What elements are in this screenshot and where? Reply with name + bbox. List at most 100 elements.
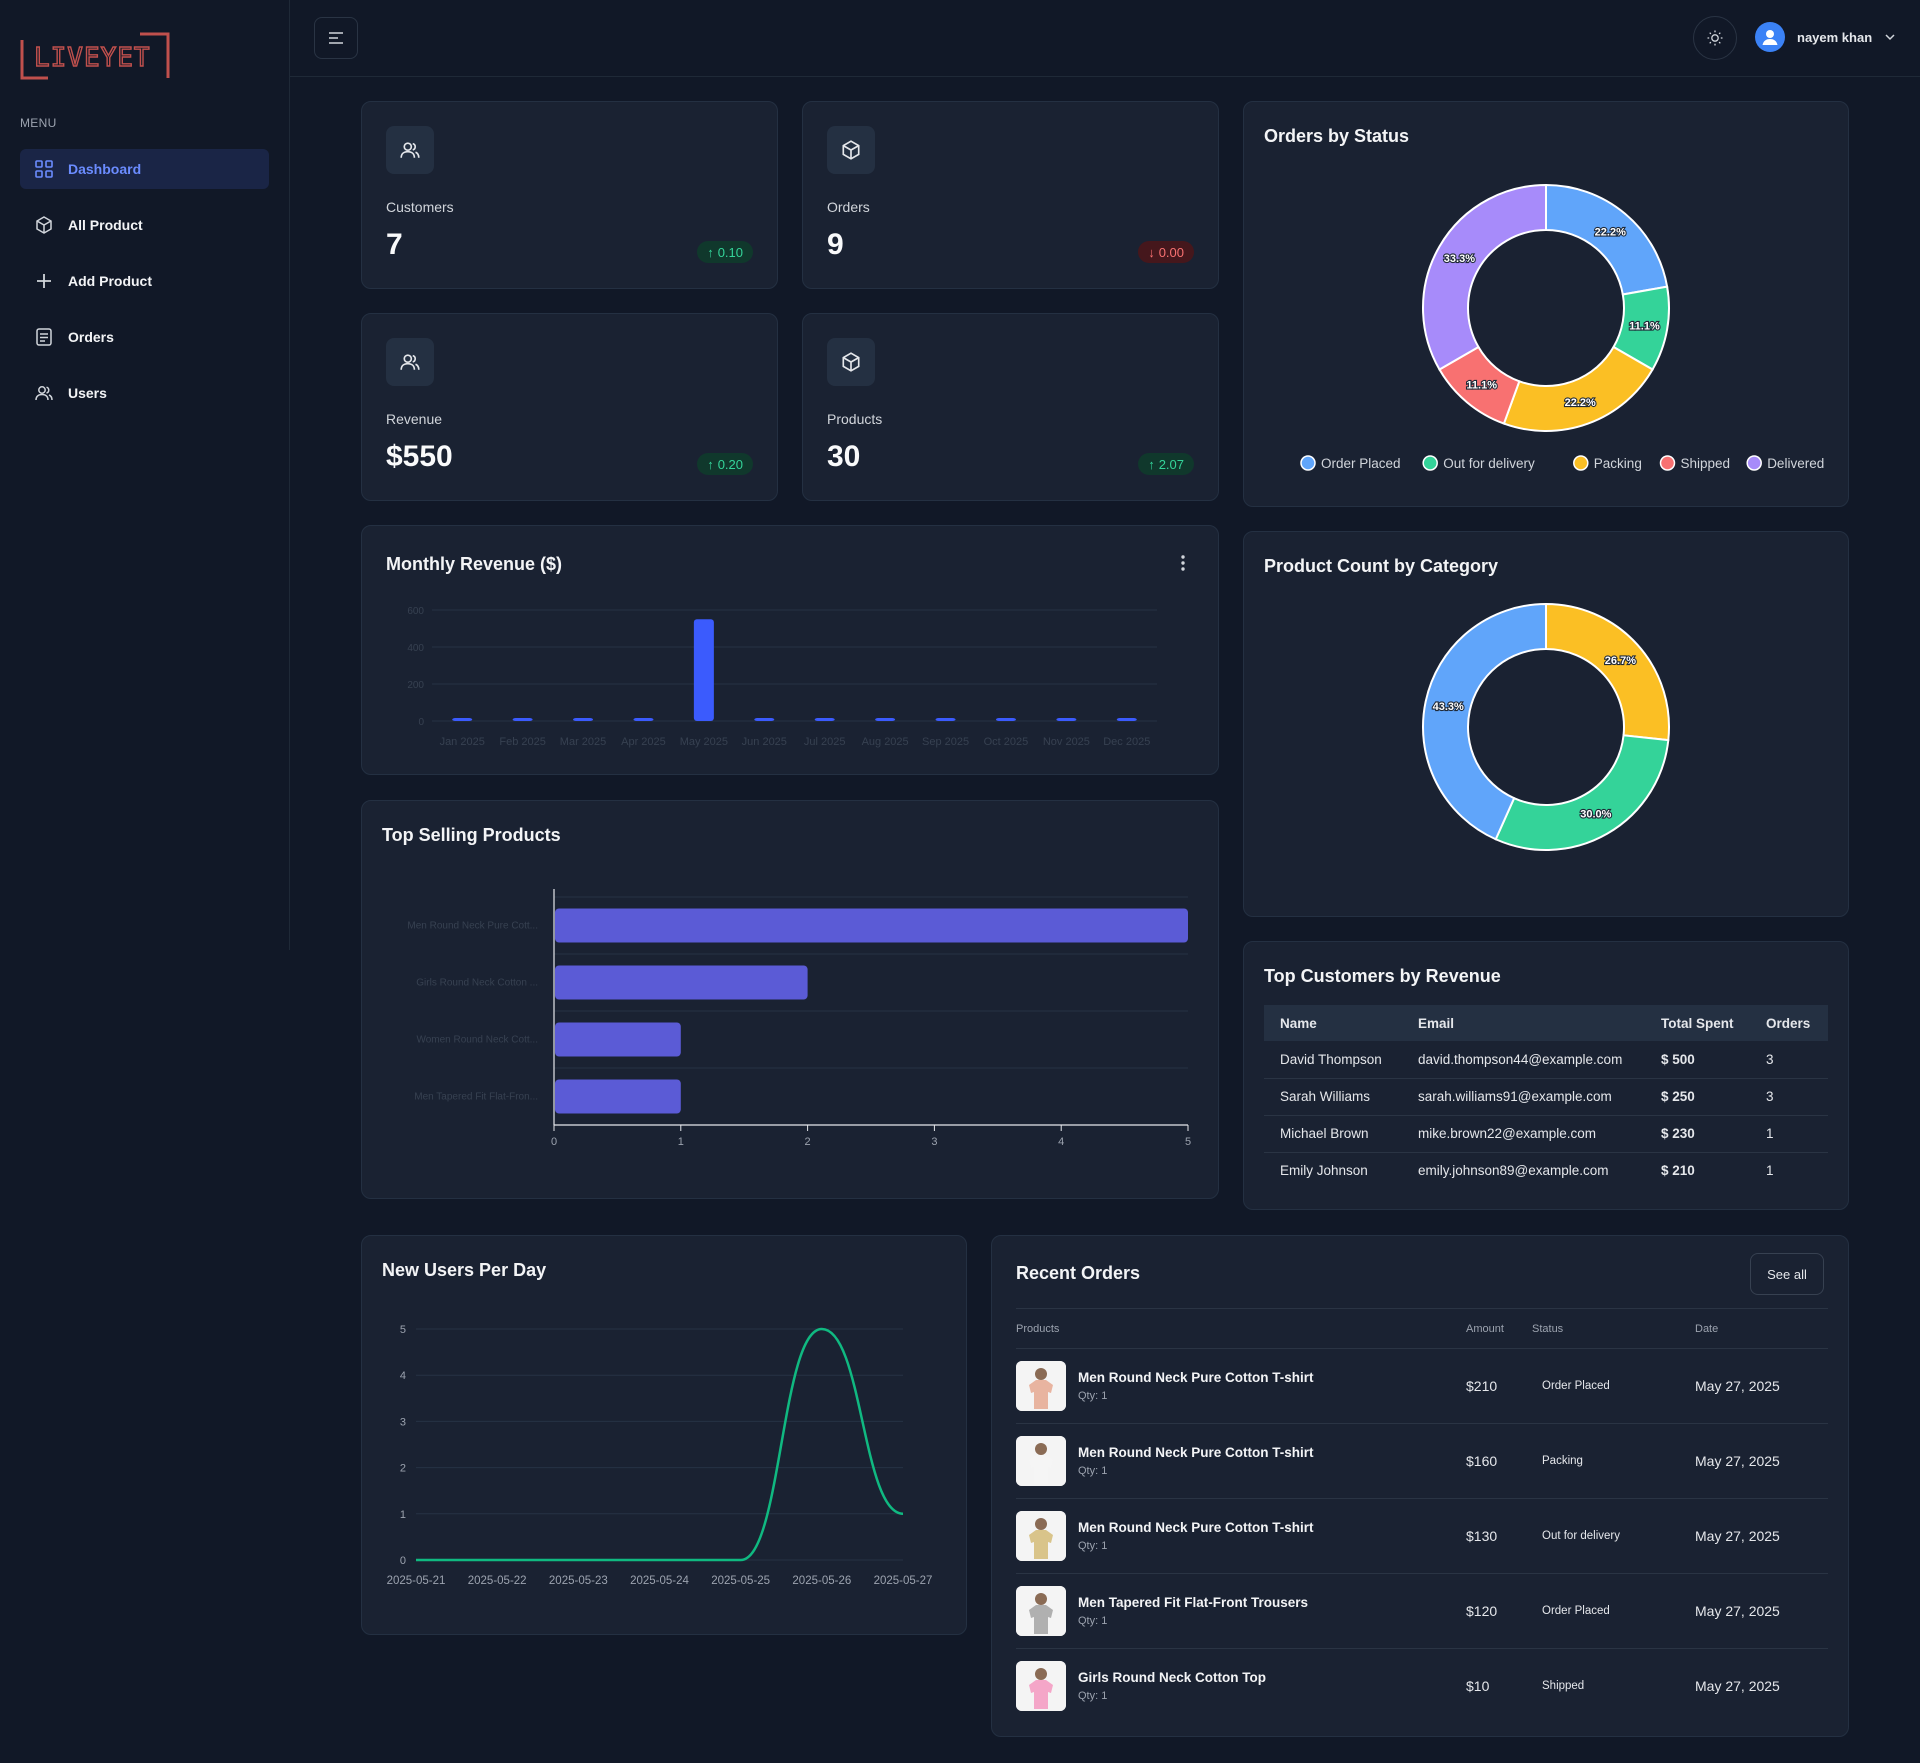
y-tick-label: 3	[400, 1416, 406, 1428]
table-row[interactable]: Men Round Neck Pure Cotton T-shirt Qty: 1…	[1016, 1348, 1828, 1424]
table-row[interactable]: David Thompson david.thompson44@example.…	[1264, 1041, 1828, 1079]
sidebar-toggle-button[interactable]	[314, 17, 358, 59]
pie-slice	[1612, 285, 1670, 371]
table-row[interactable]: Michael Brown mike.brown22@example.com $…	[1264, 1115, 1828, 1153]
legend-label: Order Placed	[1321, 456, 1401, 471]
arrow-up-icon: ↑	[707, 456, 714, 472]
table-header-row: Products Amount Status Date	[1016, 1308, 1828, 1349]
monthly-revenue-chart: 0 200 400 600 Jan 2025 Feb 2025 Mar 2025 Apr 20…	[407, 606, 1157, 748]
customer-name: Emily Johnson	[1280, 1163, 1368, 1179]
sidebar-item-label: Orders	[68, 329, 114, 345]
order-date: May 27, 2025	[1695, 1348, 1828, 1424]
arrow-down-icon: ↓	[1148, 244, 1155, 260]
badge-value: 0.10	[717, 244, 743, 260]
see-all-button[interactable]: See all	[1750, 1253, 1824, 1295]
table-row[interactable]: Emily Johnson emily.johnson89@example.co…	[1264, 1152, 1828, 1189]
product-cell: Men Round Neck Pure Cotton T-shirt Qty: 1	[1016, 1348, 1466, 1424]
y-tick-label: Men Tapered Fit Flat-Fron...	[414, 1092, 538, 1103]
legend-label: Delivered	[1767, 456, 1824, 471]
product-thumbnail[interactable]	[1016, 1586, 1066, 1636]
legend-swatch	[1300, 455, 1316, 471]
sidebar-item-users[interactable]: Users	[20, 373, 269, 413]
bar	[512, 718, 533, 721]
bar	[814, 718, 835, 721]
order-status: Order Placed	[1532, 1348, 1695, 1424]
slice-label: 22.2%	[1565, 397, 1596, 409]
user-menu[interactable]: nayem khan	[1755, 22, 1896, 52]
product-name[interactable]: Men Round Neck Pure Cotton T-shirt	[1078, 1445, 1314, 1460]
sidebar-item-orders[interactable]: Orders	[20, 317, 269, 357]
column-header: Date	[1695, 1308, 1828, 1349]
product-thumbnail[interactable]	[1016, 1361, 1066, 1411]
orders-by-status-chart: 22.2% 11.1% 22.2% 11.1% 33.3% Order Placed Out…	[1300, 183, 1824, 471]
x-tick-label: 2025-05-24	[630, 1575, 689, 1587]
product-name[interactable]: Men Round Neck Pure Cotton T-shirt	[1078, 1370, 1314, 1385]
y-tick-label: 400	[407, 643, 424, 654]
product-thumbnail[interactable]	[1016, 1511, 1066, 1561]
y-tick-label: Women Round Neck Cott...	[416, 1035, 538, 1046]
recent-orders-table: Products Amount Status Date Men Round Ne…	[1016, 1308, 1828, 1724]
users-icon	[34, 383, 54, 403]
product-name[interactable]: Men Round Neck Pure Cotton T-shirt	[1078, 1520, 1314, 1535]
user-icon	[1762, 30, 1778, 45]
y-tick-label: Men Round Neck Pure Cott...	[407, 921, 538, 932]
pie-slice	[1494, 734, 1670, 851]
order-date: May 27, 2025	[1695, 1573, 1828, 1649]
table-row[interactable]: Sarah Williams sarah.williams91@example.…	[1264, 1078, 1828, 1116]
sidebar-item-add-product[interactable]: Add Product	[20, 261, 269, 301]
bar	[693, 619, 714, 721]
stat-card-revenue: Revenue $550 ↑ 0.20	[361, 313, 778, 501]
product-thumbnail[interactable]	[1016, 1436, 1066, 1486]
top-customers-card: Top Customers by Revenue Name Email Tota…	[1243, 941, 1849, 1210]
column-header: Status	[1532, 1308, 1695, 1349]
product-count-card: Product Count by Category 26.7% 30.0% 43.3…	[1243, 531, 1849, 917]
customer-orders: 1	[1750, 1115, 1828, 1153]
table-row[interactable]: Men Round Neck Pure Cotton T-shirt Qty: 1…	[1016, 1423, 1828, 1499]
series-line	[416, 1327, 904, 1562]
order-status: Order Placed	[1532, 1573, 1695, 1649]
liveyet-logo[interactable]: LIVEYET	[20, 32, 170, 80]
x-tick-label: Aug 2025	[862, 736, 909, 748]
column-header: Email	[1402, 1005, 1645, 1041]
order-status: Packing	[1532, 1423, 1695, 1499]
product-name[interactable]: Girls Round Neck Cotton Top	[1078, 1670, 1266, 1686]
customer-name: David Thompson	[1264, 1041, 1402, 1079]
order-amount: $130	[1466, 1498, 1532, 1574]
plus-icon	[34, 271, 54, 291]
x-tick-label: 3	[931, 1136, 937, 1148]
sidebar-item-dashboard[interactable]: Dashboard	[20, 149, 269, 189]
stat-label: Products	[827, 411, 883, 427]
sidebar-item-label: Users	[68, 385, 107, 401]
card-title: Top Selling Products	[382, 825, 561, 845]
card-title: Orders by Status	[1264, 126, 1410, 146]
product-thumbnail[interactable]	[1016, 1661, 1066, 1712]
stat-value: 7	[386, 228, 403, 261]
card-title: Monthly Revenue ($)	[386, 554, 563, 574]
stat-value: 30	[827, 440, 861, 473]
y-tick-label: 1	[400, 1509, 406, 1521]
menu-icon	[329, 32, 343, 44]
product-name[interactable]: Men Tapered Fit Flat-Front Trousers	[1078, 1595, 1309, 1610]
pie-slice	[1422, 183, 1547, 371]
users-icon	[386, 338, 434, 386]
avatar	[1755, 22, 1785, 52]
sidebar-item-all-product[interactable]: All Product	[20, 205, 269, 245]
customer-name: Michael Brown	[1264, 1115, 1402, 1153]
order-amount: $120	[1466, 1573, 1532, 1649]
cube-icon	[34, 215, 54, 235]
card-title: New Users Per Day	[382, 1260, 547, 1280]
product-cell: Girls Round Neck Cotton Top Qty: 1	[1016, 1649, 1466, 1724]
table-row[interactable]: Men Tapered Fit Flat-Front Trousers Qty: …	[1016, 1573, 1828, 1649]
x-tick-label: Apr 2025	[621, 736, 666, 748]
table-row[interactable]: Girls Round Neck Cotton Top Qty: 1 $10 Ship…	[1016, 1649, 1828, 1724]
table-row[interactable]: Men Round Neck Pure Cotton T-shirt Qty: 1…	[1016, 1498, 1828, 1574]
bar	[555, 908, 1188, 943]
stat-value: $550	[386, 440, 453, 473]
theme-toggle-button[interactable]	[1693, 16, 1737, 60]
sidebar-item-label: All Product	[68, 217, 143, 233]
x-tick-label: 5	[1185, 1136, 1191, 1148]
recent-orders-card: Recent Orders See all Products Amount St…	[991, 1235, 1849, 1737]
product-qty: Qty: 1	[1078, 1615, 1108, 1627]
customer-name: Sarah Williams	[1264, 1078, 1402, 1116]
more-options-icon[interactable]	[1173, 553, 1193, 573]
